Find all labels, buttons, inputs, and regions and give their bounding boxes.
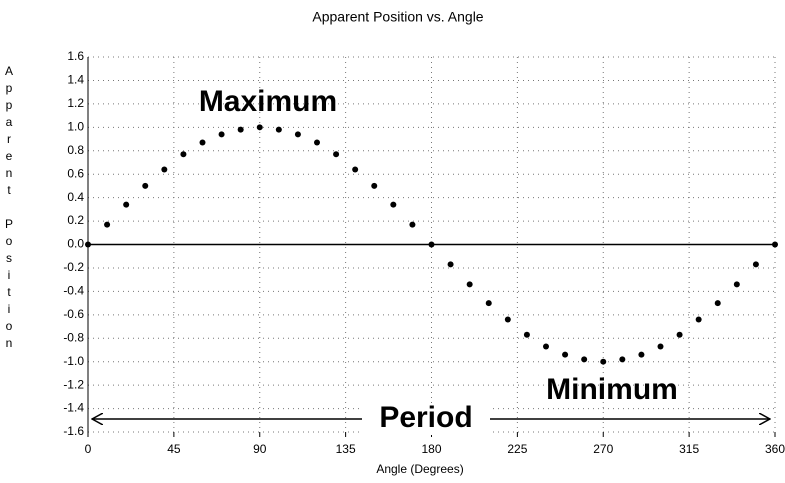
point: [371, 182, 378, 189]
point: [180, 151, 187, 158]
period-label: Period: [379, 401, 472, 434]
point: [390, 201, 397, 208]
y-tick-label: 1.4: [67, 73, 84, 87]
point: [218, 131, 225, 138]
point: [523, 331, 530, 338]
point: [237, 126, 244, 133]
x-tick-label: 45: [167, 442, 181, 456]
point: [581, 356, 588, 363]
point: [199, 139, 206, 146]
point: [275, 126, 282, 133]
point: [619, 356, 626, 363]
point: [504, 316, 511, 323]
y-tick-label: 1.2: [67, 96, 84, 110]
x-tick-label: 0: [85, 442, 92, 456]
chart-title: Apparent Position vs. Angle: [312, 9, 483, 25]
point: [714, 300, 721, 307]
point: [294, 131, 301, 138]
y-tick-label: 1.6: [67, 49, 84, 63]
point: [600, 358, 607, 365]
minimum-label: Minimum: [546, 373, 678, 406]
x-tick-label: 90: [253, 442, 267, 456]
point: [314, 139, 320, 146]
point: [543, 343, 549, 350]
point: [85, 241, 91, 248]
point: [409, 221, 416, 228]
y-tick-label: -1.0: [63, 354, 84, 368]
x-tick-label: 360: [765, 442, 785, 456]
y-tick-label: -1.4: [63, 401, 84, 415]
x-tick-label: 315: [679, 442, 699, 456]
point: [123, 201, 130, 208]
x-axis-label: Angle (Degrees): [376, 462, 463, 476]
point: [733, 281, 740, 288]
y-tick-label: 0.4: [67, 190, 84, 204]
y-axis-label: Apparent Position: [2, 64, 16, 353]
y-tick-label: 0.8: [67, 143, 84, 157]
point: [657, 343, 664, 350]
x-tick-label: 180: [421, 442, 441, 456]
point: [466, 281, 473, 288]
period-backdrop: [362, 403, 490, 435]
x-tick-label: 225: [507, 442, 527, 456]
y-tick-label: -0.6: [63, 307, 84, 321]
point: [695, 316, 702, 323]
x-tick-label: 270: [593, 442, 613, 456]
y-tick-label: -0.8: [63, 330, 84, 344]
y-tick-label: 0.2: [67, 213, 84, 227]
y-tick-label: -1.2: [63, 377, 84, 391]
y-tick-label: 0.0: [67, 237, 84, 251]
point: [256, 124, 263, 131]
y-tick-label: -0.4: [63, 284, 84, 298]
y-tick-label: -0.2: [63, 260, 84, 274]
point: [142, 182, 149, 189]
point: [772, 241, 778, 248]
point: [752, 261, 759, 268]
point: [352, 166, 359, 173]
point: [638, 351, 645, 358]
point: [428, 241, 435, 248]
y-tick-label: 0.6: [67, 166, 84, 180]
y-tick-label: -1.6: [63, 424, 84, 438]
point: [161, 166, 168, 173]
maximum-label: Maximum: [199, 85, 337, 118]
point: [333, 151, 340, 158]
point: [676, 331, 683, 338]
y-tick-label: 1.0: [67, 119, 84, 133]
point: [447, 261, 454, 268]
point: [562, 351, 569, 358]
point: [104, 221, 111, 228]
point: [485, 300, 492, 307]
x-tick-label: 135: [336, 442, 356, 456]
